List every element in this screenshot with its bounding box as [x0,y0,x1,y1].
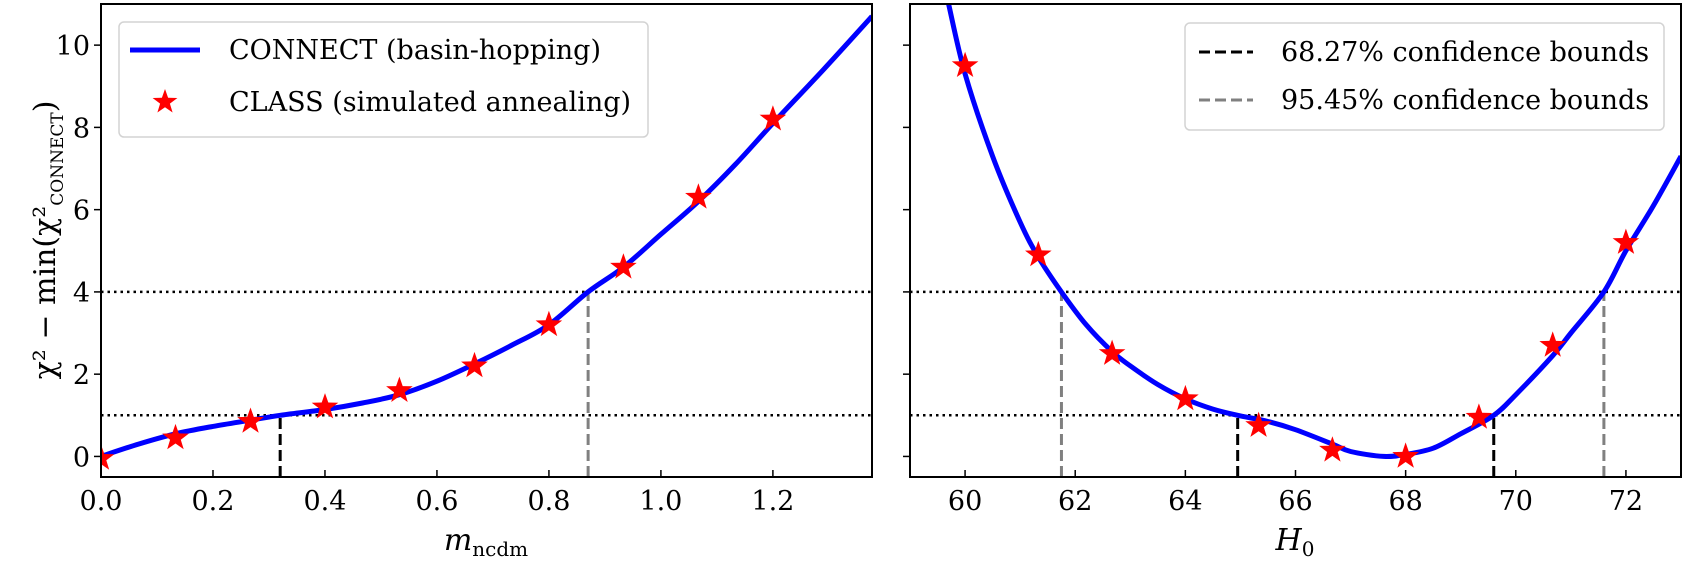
x-tick-label: 62 [1058,486,1092,517]
class-star-point [1465,403,1493,429]
plot-area [101,14,872,477]
legend-label: 68.27% confidence bounds [1281,37,1649,68]
legend-star-icon [152,89,178,113]
y-axis-label-sub: CONNECT [48,112,68,206]
class-star-point [1245,411,1272,437]
y-axis-label-main: χ² − min(χ² [28,206,63,380]
y-tick-label: 8 [73,113,90,144]
class-star-point [311,393,339,419]
x-tick-label: 0.4 [303,486,346,517]
legend-label: CONNECT (basin-hopping) [229,35,601,66]
x-tick-label: 70 [1499,486,1533,517]
class-star-point [386,376,413,402]
x-tick-label: 64 [1168,486,1202,517]
x-tick-label: 68 [1388,486,1422,517]
legend: CONNECT (basin-hopping) CLASS (simulated … [118,21,649,138]
x-tick-label: 66 [1278,486,1312,517]
legend: 68.27% confidence bounds 95.45% confidenc… [1184,22,1665,131]
y-tick-label: 10 [56,31,90,62]
y-tick-label: 6 [73,196,90,227]
class-star-point [610,253,637,279]
class-star-point [1172,384,1199,411]
class-star-point [535,310,563,337]
x-tick-label: 0.0 [80,486,123,517]
legend-box [118,21,649,138]
y-tick-label: 2 [73,360,90,391]
axes-frame [100,3,873,478]
y-axis-label-close: ) [28,101,63,113]
class-star-point [951,51,979,77]
class-star-point [759,105,787,131]
class-star-point [461,351,488,378]
y-tick-label: 0 [73,442,90,473]
right-panel: 60 62 64 66 68 70 72 68.27% confidence bounds 95… [903,3,1682,517]
legend-label: CLASS (simulated annealing) [229,87,631,118]
class-star-point [101,444,115,470]
left-panel: 0.0 0.2 0.4 0.6 0.8 1.0 1.2 0 2 4 6 8 10 CONNECT (bas… [56,3,873,517]
x-tick-label: 1.2 [751,486,794,517]
class-star-point [1392,442,1419,468]
class-star-point [237,407,264,433]
x-axis-label-right: H0 [1275,523,1315,561]
y-axis-label: χ² − min(χ²CONNECT) [28,101,68,380]
class-star-point [1098,339,1126,365]
class-star-point [685,183,712,209]
x-tick-label: 72 [1609,486,1643,517]
x-tick-label: 0.6 [415,486,458,517]
legend-box [1184,22,1665,131]
class-star-point [1319,436,1346,462]
class-star-point [1025,240,1052,267]
svg-text:χ² − min(χ²CONNECT): χ² − min(χ²CONNECT) [28,101,68,380]
plot-area [910,4,1681,477]
x-tick-label: 0.8 [527,486,570,517]
class-star-point [162,423,189,450]
y-tick-label: 4 [73,278,90,309]
x-tick-label: 60 [948,486,982,517]
x-tick-label: 1.0 [639,486,682,517]
class-star-point [1539,331,1566,357]
class-star-point [1612,228,1640,254]
x-tick-label: 0.2 [192,486,235,517]
legend-label: 95.45% confidence bounds [1281,85,1649,116]
x-axis-label-left: mncdm [444,523,528,561]
